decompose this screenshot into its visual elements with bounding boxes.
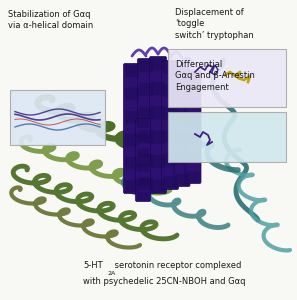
FancyBboxPatch shape bbox=[174, 67, 190, 187]
FancyBboxPatch shape bbox=[125, 134, 139, 146]
Text: 2A: 2A bbox=[107, 271, 115, 276]
FancyBboxPatch shape bbox=[137, 178, 149, 186]
FancyBboxPatch shape bbox=[125, 88, 139, 100]
FancyBboxPatch shape bbox=[187, 112, 200, 122]
FancyBboxPatch shape bbox=[187, 172, 200, 182]
FancyBboxPatch shape bbox=[185, 70, 201, 184]
FancyBboxPatch shape bbox=[135, 118, 151, 202]
FancyBboxPatch shape bbox=[125, 180, 139, 193]
FancyBboxPatch shape bbox=[139, 154, 153, 167]
FancyBboxPatch shape bbox=[138, 58, 154, 191]
Text: Stabilization of Gαq
via α-helical domain: Stabilization of Gαq via α-helical domai… bbox=[8, 10, 93, 30]
FancyBboxPatch shape bbox=[163, 84, 177, 97]
FancyBboxPatch shape bbox=[125, 64, 139, 77]
FancyBboxPatch shape bbox=[163, 130, 177, 143]
FancyBboxPatch shape bbox=[137, 192, 149, 200]
FancyBboxPatch shape bbox=[163, 107, 177, 120]
FancyBboxPatch shape bbox=[187, 152, 200, 163]
FancyBboxPatch shape bbox=[176, 131, 189, 143]
FancyBboxPatch shape bbox=[168, 49, 286, 107]
FancyBboxPatch shape bbox=[176, 153, 189, 164]
Text: Differential
Gαq and β-Arrestin
Engagement: Differential Gαq and β-Arrestin Engageme… bbox=[175, 60, 255, 92]
FancyBboxPatch shape bbox=[163, 61, 177, 74]
FancyBboxPatch shape bbox=[137, 148, 149, 157]
FancyBboxPatch shape bbox=[10, 90, 105, 145]
FancyBboxPatch shape bbox=[139, 83, 153, 96]
FancyBboxPatch shape bbox=[139, 107, 153, 120]
FancyBboxPatch shape bbox=[149, 56, 167, 194]
FancyBboxPatch shape bbox=[176, 110, 189, 122]
FancyBboxPatch shape bbox=[151, 58, 165, 71]
FancyBboxPatch shape bbox=[151, 155, 165, 168]
Text: serotonin receptor complexed: serotonin receptor complexed bbox=[112, 261, 241, 270]
FancyBboxPatch shape bbox=[125, 157, 139, 169]
FancyBboxPatch shape bbox=[176, 68, 189, 79]
FancyBboxPatch shape bbox=[187, 131, 200, 142]
FancyBboxPatch shape bbox=[125, 111, 139, 123]
FancyBboxPatch shape bbox=[162, 61, 178, 190]
FancyBboxPatch shape bbox=[137, 119, 149, 128]
FancyBboxPatch shape bbox=[168, 112, 286, 162]
FancyBboxPatch shape bbox=[187, 71, 200, 82]
FancyBboxPatch shape bbox=[124, 64, 140, 194]
Text: Displacement of
‘toggle
switch’ tryptophan: Displacement of ‘toggle switch’ tryptoph… bbox=[175, 8, 254, 40]
FancyBboxPatch shape bbox=[187, 92, 200, 103]
FancyBboxPatch shape bbox=[151, 179, 165, 193]
Text: with psychedelic 25CN-NBOH and Gαq: with psychedelic 25CN-NBOH and Gαq bbox=[83, 277, 246, 286]
FancyBboxPatch shape bbox=[176, 174, 189, 185]
FancyBboxPatch shape bbox=[139, 178, 153, 190]
FancyBboxPatch shape bbox=[137, 163, 149, 171]
FancyBboxPatch shape bbox=[176, 89, 189, 100]
FancyBboxPatch shape bbox=[163, 153, 177, 166]
FancyBboxPatch shape bbox=[151, 130, 165, 144]
FancyBboxPatch shape bbox=[163, 176, 177, 188]
FancyBboxPatch shape bbox=[151, 106, 165, 119]
FancyBboxPatch shape bbox=[151, 82, 165, 95]
Text: 5-HT: 5-HT bbox=[83, 261, 103, 270]
FancyBboxPatch shape bbox=[139, 59, 153, 72]
FancyBboxPatch shape bbox=[139, 130, 153, 143]
FancyBboxPatch shape bbox=[137, 134, 149, 142]
